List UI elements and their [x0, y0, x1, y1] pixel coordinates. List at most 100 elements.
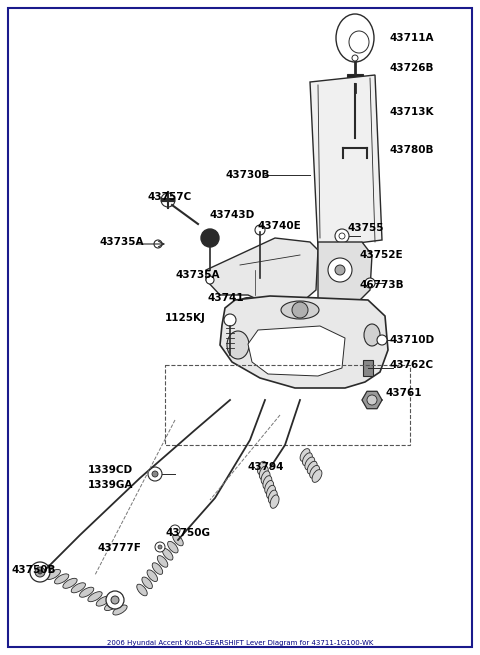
Ellipse shape	[266, 485, 276, 498]
Text: 43713K: 43713K	[390, 107, 434, 117]
Ellipse shape	[302, 453, 312, 466]
Text: 2006 Hyundai Accent Knob-GEARSHIFT Lever Diagram for 43711-1G100-WK: 2006 Hyundai Accent Knob-GEARSHIFT Lever…	[107, 640, 373, 646]
Ellipse shape	[113, 605, 127, 615]
Ellipse shape	[343, 96, 367, 105]
Ellipse shape	[343, 103, 367, 113]
Circle shape	[148, 467, 162, 481]
Circle shape	[170, 525, 180, 535]
Ellipse shape	[300, 449, 310, 461]
Text: 43780B: 43780B	[390, 145, 434, 155]
Circle shape	[365, 149, 373, 157]
Text: 43710D: 43710D	[390, 335, 435, 345]
Ellipse shape	[80, 587, 94, 597]
Circle shape	[292, 302, 308, 318]
Circle shape	[161, 193, 175, 207]
Ellipse shape	[270, 495, 279, 508]
Ellipse shape	[336, 14, 374, 62]
Ellipse shape	[147, 570, 157, 582]
Circle shape	[106, 591, 124, 609]
Circle shape	[152, 471, 158, 477]
Ellipse shape	[268, 490, 277, 504]
Circle shape	[30, 562, 50, 582]
Circle shape	[38, 570, 42, 574]
Text: 43740E: 43740E	[258, 221, 302, 231]
Ellipse shape	[281, 301, 319, 319]
Ellipse shape	[312, 470, 322, 482]
Text: 43755: 43755	[348, 223, 384, 233]
Circle shape	[367, 395, 377, 405]
Circle shape	[224, 314, 236, 326]
Polygon shape	[248, 326, 345, 376]
Text: 43726B: 43726B	[390, 63, 434, 73]
Ellipse shape	[96, 596, 110, 606]
Ellipse shape	[63, 578, 77, 588]
Polygon shape	[310, 75, 382, 248]
Bar	[347, 74, 363, 84]
Text: 46773B: 46773B	[360, 280, 405, 290]
Ellipse shape	[105, 601, 119, 610]
Text: 43757C: 43757C	[148, 192, 192, 202]
Text: 43741: 43741	[208, 293, 245, 303]
Text: 1339CD: 1339CD	[88, 465, 133, 475]
Text: 43762C: 43762C	[390, 360, 434, 370]
Text: 43750B: 43750B	[12, 565, 57, 575]
Ellipse shape	[307, 461, 317, 474]
Ellipse shape	[71, 583, 85, 593]
Text: 43752E: 43752E	[360, 250, 404, 260]
Ellipse shape	[162, 548, 173, 560]
Circle shape	[155, 542, 165, 552]
Polygon shape	[362, 391, 382, 409]
Ellipse shape	[263, 476, 272, 489]
Text: 43730B: 43730B	[225, 170, 269, 180]
Ellipse shape	[258, 461, 266, 475]
Ellipse shape	[305, 457, 315, 470]
Ellipse shape	[137, 584, 147, 596]
Ellipse shape	[173, 534, 183, 546]
Circle shape	[339, 233, 345, 239]
Circle shape	[377, 335, 387, 345]
Ellipse shape	[55, 574, 69, 584]
Circle shape	[255, 225, 265, 235]
Ellipse shape	[364, 324, 380, 346]
Ellipse shape	[227, 331, 249, 359]
Text: 43735A: 43735A	[100, 237, 144, 247]
Circle shape	[365, 278, 375, 288]
Circle shape	[335, 265, 345, 275]
Ellipse shape	[265, 481, 274, 494]
Ellipse shape	[157, 555, 168, 567]
Circle shape	[328, 258, 352, 282]
Circle shape	[154, 240, 162, 248]
Bar	[165, 365, 410, 445]
Circle shape	[35, 567, 45, 577]
Polygon shape	[206, 238, 318, 308]
Bar	[363, 360, 373, 376]
Ellipse shape	[349, 31, 369, 53]
Text: 43735A: 43735A	[175, 270, 219, 280]
Text: 43711A: 43711A	[390, 33, 434, 43]
Polygon shape	[318, 242, 372, 305]
Circle shape	[111, 596, 119, 604]
Circle shape	[206, 276, 214, 284]
Ellipse shape	[261, 471, 270, 484]
Text: 43761: 43761	[385, 388, 421, 398]
Ellipse shape	[142, 577, 152, 589]
Ellipse shape	[152, 563, 163, 574]
Circle shape	[158, 545, 162, 549]
Text: 43794: 43794	[248, 462, 285, 472]
Text: 43777F: 43777F	[98, 543, 142, 553]
Ellipse shape	[46, 569, 60, 580]
Ellipse shape	[343, 88, 367, 96]
Ellipse shape	[38, 565, 52, 575]
Circle shape	[335, 229, 349, 243]
Polygon shape	[220, 296, 388, 388]
Ellipse shape	[310, 466, 320, 478]
Circle shape	[201, 229, 219, 247]
Text: 1339GA: 1339GA	[88, 480, 133, 490]
Ellipse shape	[88, 591, 102, 602]
Text: 43743D: 43743D	[210, 210, 255, 220]
Text: 43750G: 43750G	[165, 528, 210, 538]
Circle shape	[352, 55, 358, 61]
Text: 1125KJ: 1125KJ	[165, 313, 206, 323]
Ellipse shape	[259, 466, 268, 479]
Ellipse shape	[168, 541, 178, 553]
